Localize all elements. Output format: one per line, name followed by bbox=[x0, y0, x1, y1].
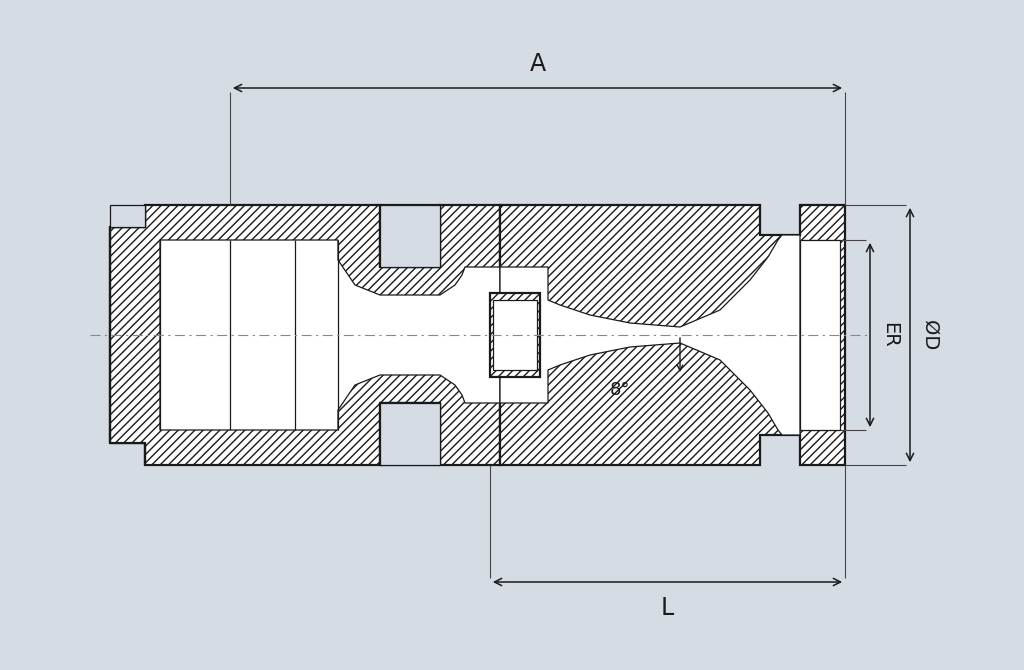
Text: L: L bbox=[660, 596, 674, 620]
Polygon shape bbox=[500, 205, 845, 465]
Polygon shape bbox=[500, 235, 800, 435]
Text: A: A bbox=[529, 52, 546, 76]
Polygon shape bbox=[493, 300, 537, 370]
Text: 8°: 8° bbox=[609, 381, 630, 399]
Polygon shape bbox=[380, 205, 440, 267]
Text: ØD: ØD bbox=[920, 320, 939, 350]
Polygon shape bbox=[110, 200, 850, 470]
Polygon shape bbox=[800, 240, 840, 430]
Polygon shape bbox=[160, 240, 500, 430]
Polygon shape bbox=[490, 293, 540, 377]
Polygon shape bbox=[110, 205, 500, 465]
Polygon shape bbox=[380, 403, 440, 465]
Polygon shape bbox=[110, 205, 145, 227]
Text: ER: ER bbox=[880, 322, 899, 348]
